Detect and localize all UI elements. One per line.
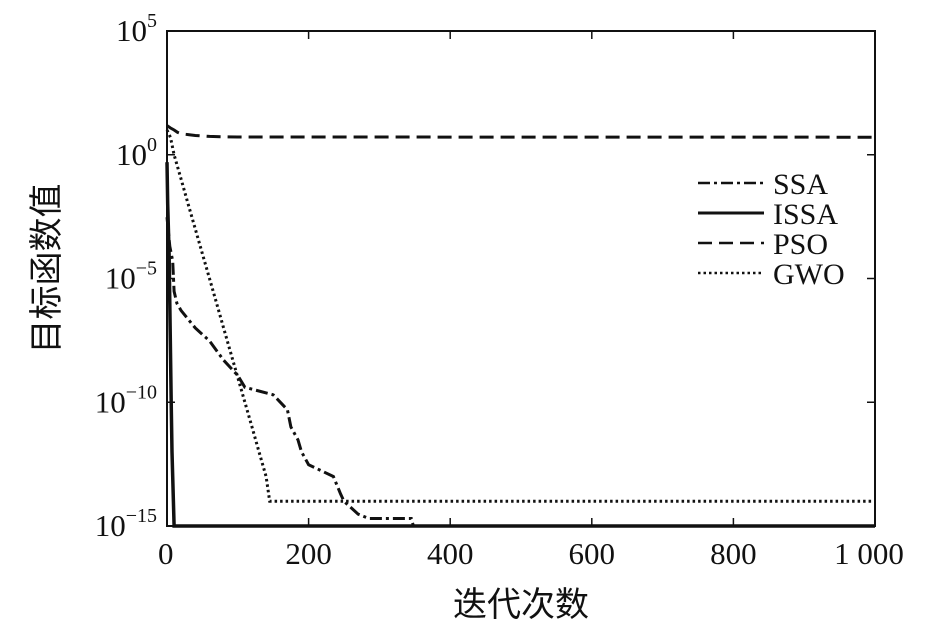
series-lines — [165, 124, 876, 528]
y-tick-label: 100 — [116, 134, 157, 172]
x-tick-label: 800 — [710, 536, 757, 571]
y-tick-label: 105 — [116, 10, 157, 48]
legend-label-issa: ISSA — [773, 198, 838, 231]
legend-label-gwo: GWO — [773, 258, 845, 291]
x-axis-title: 迭代次数 — [453, 585, 589, 624]
x-tick-label: 0 — [158, 536, 174, 571]
legend-label-ssa: SSA — [773, 168, 828, 201]
x-tick-label: 1 000 — [834, 536, 904, 571]
x-tick-label: 200 — [285, 536, 332, 571]
plot-area — [166, 30, 876, 527]
legend-label-pso: PSO — [773, 228, 828, 261]
y-tick-label: 10−10 — [95, 381, 157, 419]
plot-frame — [166, 30, 876, 527]
series-line-pso — [166, 124, 876, 139]
series-line-gwo — [165, 129, 875, 503]
y-tick-label: 10−15 — [95, 505, 157, 543]
y-tick-label: 10−5 — [105, 258, 157, 296]
y-axis-title: 目标函数值 — [27, 184, 67, 354]
axis-ticks: 0 200 400 600 800 1 000 10−15 10−10 10−5 100 105 — [95, 10, 904, 571]
series-line-issa — [165, 162, 875, 528]
x-tick-label: 400 — [427, 536, 474, 571]
series-line-ssa — [165, 217, 875, 528]
x-tick-label: 600 — [569, 536, 616, 571]
